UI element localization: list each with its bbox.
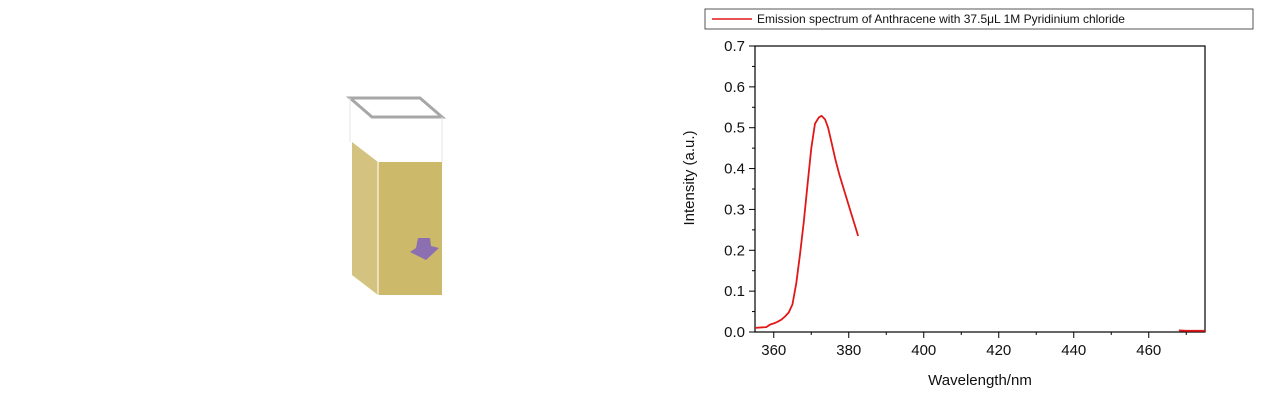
y-tick-label: 0.4 (724, 161, 745, 178)
legend-box (704, 8, 1254, 30)
plot-frame (754, 45, 1206, 333)
x-tick-label: 360 (761, 342, 786, 359)
x-tick-label: 400 (911, 342, 936, 359)
cuvette-side-face (352, 142, 378, 295)
y-tick-label: 0.1 (724, 283, 745, 300)
y-tick-label: 0.2 (724, 242, 745, 259)
cuvette-icon (345, 96, 447, 295)
y-tick-label: 0.3 (724, 201, 745, 218)
x-tick-label: 420 (986, 342, 1011, 359)
y-tick-label: 0.6 (724, 79, 745, 96)
x-tick-label: 380 (836, 342, 861, 359)
x-tick-label: 460 (1136, 342, 1161, 359)
arrow-icon (410, 238, 439, 260)
series-line (754, 115, 859, 329)
y-tick-label: 0.5 (724, 120, 745, 137)
cuvette-front-face (378, 162, 442, 295)
x-axis-title: Wavelength/nm (928, 372, 1032, 389)
y-tick-label: 0.7 (724, 38, 745, 55)
y-tick-label: 0.0 (724, 324, 745, 341)
legend: Emission spectrum of Anthracene with 37.… (704, 8, 1254, 30)
y-axis-title: Intensity (a.u.) (681, 130, 698, 225)
x-tick-label: 440 (1061, 342, 1086, 359)
legend-label: Emission spectrum of Anthracene with 37.… (757, 12, 1125, 26)
